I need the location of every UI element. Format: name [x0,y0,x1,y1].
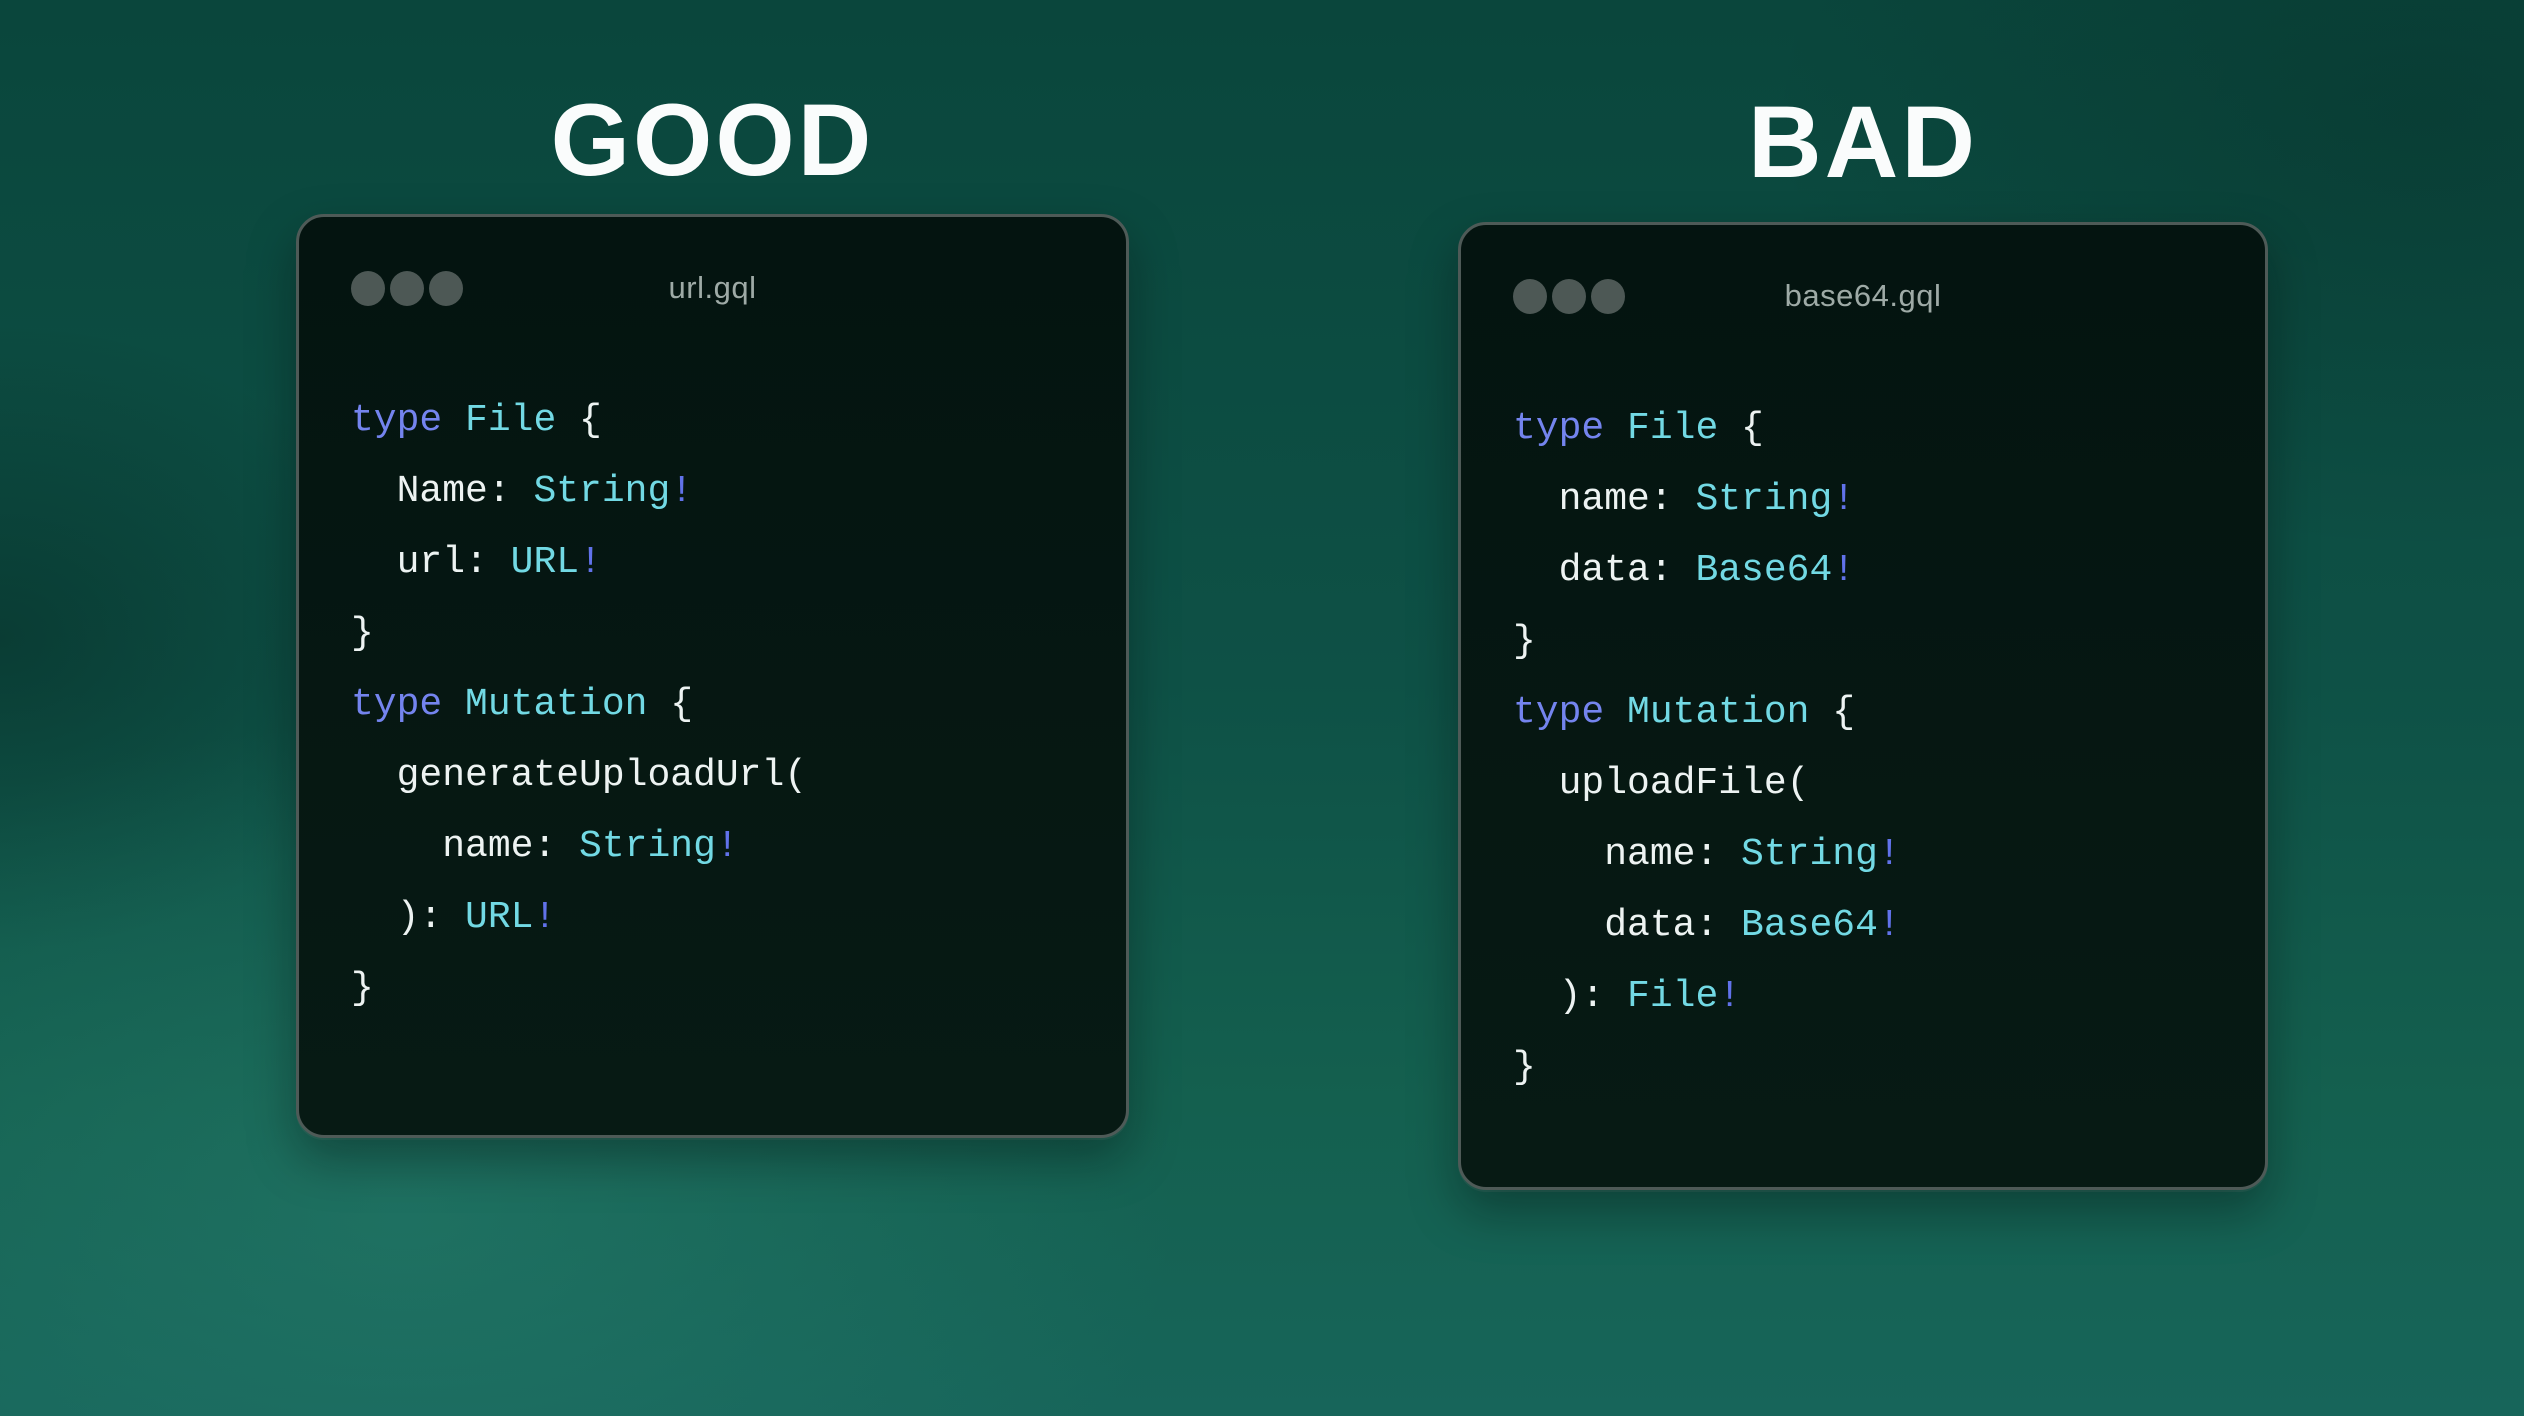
code-token [442,399,465,442]
code-line: type Mutation { [1513,677,2229,748]
code-token [442,683,465,726]
code-token: String [1741,833,1878,876]
window-control-dot-icon [351,270,385,306]
code-token: ! [1718,975,1742,1018]
heading-good: GOOD [550,83,875,197]
code-token: name: [1513,833,1742,876]
titlebar: url.gql [299,217,1126,359]
code-token: ! [1877,833,1901,876]
code-token: ! [1877,904,1901,947]
code-token: File [1627,407,1719,450]
code-token: { [1718,407,1764,450]
code-token: Base64 [1695,549,1833,592]
code-token: } [351,612,374,655]
window-control-dot-icon [429,270,463,306]
code-token [1604,691,1627,734]
code-token: String [1695,478,1833,521]
code-line: name: String! [1513,819,2229,890]
code-token: ! [1832,478,1856,521]
code-token: } [1513,620,1536,663]
code-token: File [1627,975,1719,1018]
code-token: ! [579,541,602,584]
window-controls [351,270,463,306]
code-token: File [465,399,557,442]
code-line: type File { [351,385,1090,456]
code-line: ): File! [1513,961,2229,1032]
code-token: uploadFile( [1513,762,1810,805]
window-title-filename: url.gql [668,270,757,305]
code-line: } [351,598,1090,669]
code-token: String [579,825,716,868]
code-block: type File { Name: String! url: URL!} type… [299,359,1126,1024]
code-token: name: [351,825,580,868]
code-token: type [351,399,443,442]
code-line: data: Base64! [1513,535,2229,606]
window-title-filename: base64.gql [1784,278,1942,313]
code-token: ! [533,896,557,939]
code-line: type File { [1513,393,2229,464]
code-token: ): [351,896,466,939]
code-line: name: String! [1513,464,2229,535]
code-line: ): URL! [351,882,1090,953]
code-token: String [533,470,671,513]
code-token: URL [465,896,534,939]
code-line: type Mutation { [351,669,1090,740]
heading-bad: BAD [1748,85,1978,199]
code-token: Mutation [465,683,648,726]
code-line: name: String! [351,811,1090,882]
code-line: Name: String! [351,456,1090,527]
window-control-dot-icon [1591,278,1625,314]
window-control-dot-icon [1513,278,1547,314]
code-token: } [1513,1046,1536,1089]
code-block: type File { name: String! data: Base64!}… [1461,367,2265,1103]
code-token: { [1809,691,1856,734]
code-token: data: [1513,549,1696,592]
code-token: { [556,399,602,442]
window-controls [1513,278,1625,314]
titlebar: base64.gql [1461,225,2265,367]
code-token: URL [510,541,580,584]
code-window-good: url.gql type File { Name: String! url: U… [296,214,1129,1138]
code-token: data: [1513,904,1742,947]
code-token: name: [1513,478,1696,521]
code-token: ! [715,825,739,868]
code-token: Base64 [1741,904,1878,947]
code-token: ): [1513,975,1628,1018]
code-window-bad: base64.gql type File { name: String! dat… [1458,222,2268,1190]
code-token: { [647,683,694,726]
code-line: data: Base64! [1513,890,2229,961]
code-token: ! [1832,549,1856,592]
code-token: url: [351,541,511,584]
code-token [1604,407,1627,450]
code-token: Mutation [1627,691,1810,734]
window-control-dot-icon [1552,278,1586,314]
code-token: type [1513,407,1605,450]
code-token: } [351,967,374,1010]
code-line: } [1513,1032,2229,1103]
code-line: url: URL! [351,527,1090,598]
window-control-dot-icon [390,270,424,306]
code-token: generateUploadUrl( [351,754,808,797]
code-line: } [351,953,1090,1024]
code-token: Name: [351,470,534,513]
code-line: generateUploadUrl( [351,740,1090,811]
code-token: type [1513,691,1605,734]
code-line: uploadFile( [1513,748,2229,819]
code-token: type [351,683,443,726]
code-line: } [1513,606,2229,677]
code-token: ! [670,470,694,513]
